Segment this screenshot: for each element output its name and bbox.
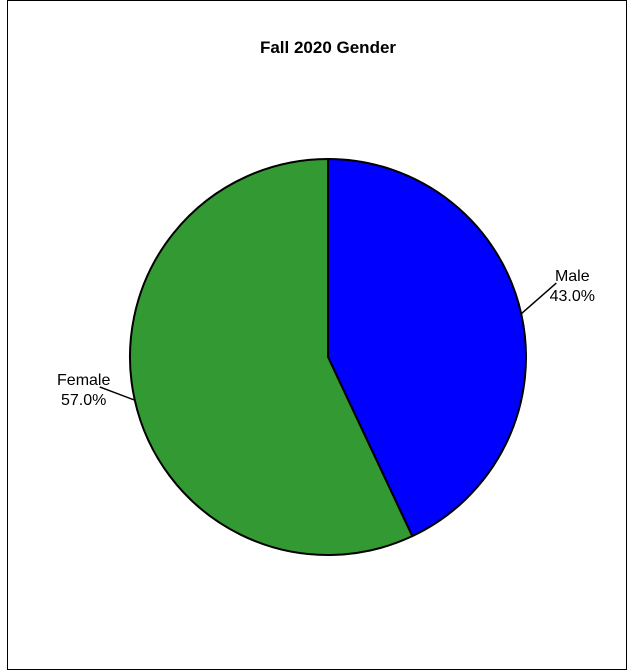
pie-slices — [129, 158, 527, 556]
leader-line-male — [520, 282, 557, 315]
leader-line-female — [99, 386, 136, 401]
slice-value-label-female: 57.0% — [61, 392, 106, 409]
chart-title: Fall 2020 Gender — [260, 38, 396, 57]
slice-labels: Male 43.0% Female 57.0% — [57, 268, 595, 409]
leader-lines — [99, 282, 557, 401]
slice-label-male: Male — [555, 268, 590, 285]
slice-label-female: Female — [57, 372, 110, 389]
pie-slice-female — [129, 158, 414, 556]
slice-value-label-male: 43.0% — [550, 288, 595, 305]
